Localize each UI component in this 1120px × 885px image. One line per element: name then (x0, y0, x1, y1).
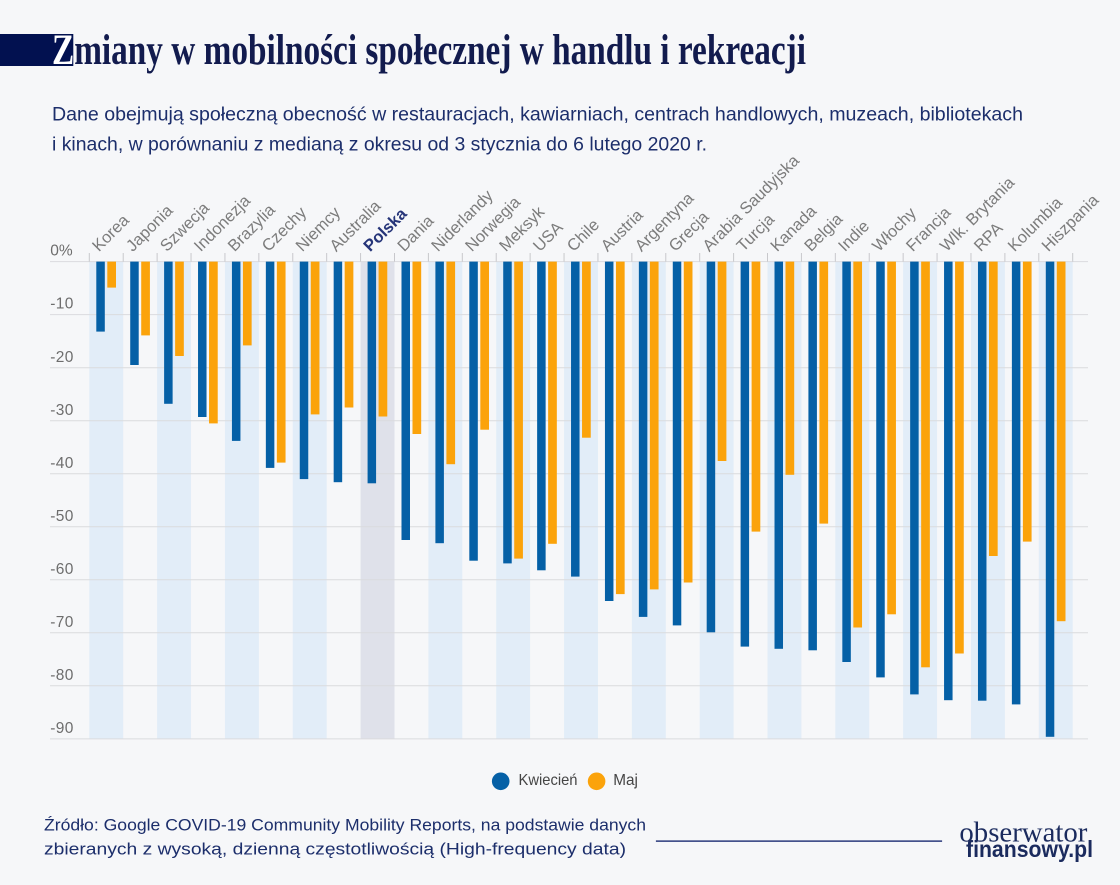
svg-text:-10: -10 (50, 296, 73, 313)
svg-text:finansowy.pl: finansowy.pl (966, 836, 1093, 862)
svg-text:zbieranych z wysoką, dzienną c: zbieranych z wysoką, dzienną częstotliwo… (44, 840, 626, 859)
svg-text:-70: -70 (50, 614, 73, 631)
svg-text:Dane obejmują społeczną obecno: Dane obejmują społeczną obecność w resta… (52, 103, 1023, 125)
svg-text:-30: -30 (50, 402, 73, 419)
svg-text:i kinach, w porównaniu z media: i kinach, w porównaniu z medianą z okres… (52, 133, 707, 155)
svg-text:-50: -50 (50, 508, 73, 525)
svg-text:Kwiecień: Kwiecień (519, 772, 578, 789)
svg-text:0%: 0% (50, 243, 73, 260)
svg-text:-40: -40 (50, 455, 73, 472)
svg-text:obserwator: obserwator (959, 818, 1088, 849)
svg-text:Zmiany w mobilności społecznej: Zmiany w mobilności społecznej w handlu … (52, 27, 806, 74)
svg-text:Źródło: Google COVID-19 Commun: Źródło: Google COVID-19 Community Mobili… (44, 816, 646, 835)
svg-text:-60: -60 (50, 561, 73, 578)
svg-text:-80: -80 (50, 667, 73, 684)
svg-text:-20: -20 (50, 349, 73, 366)
svg-text:-90: -90 (50, 720, 73, 737)
svg-text:Maj: Maj (613, 772, 638, 789)
